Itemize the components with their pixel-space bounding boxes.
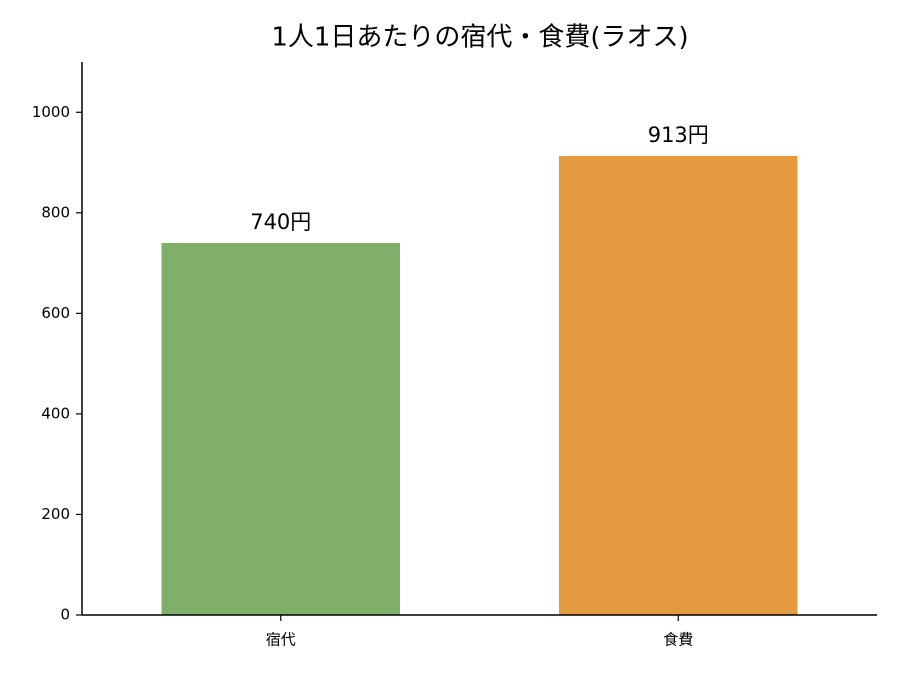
bar: [161, 242, 400, 615]
y-tick-label: 200: [41, 505, 70, 523]
y-tick-label: 0: [60, 606, 70, 624]
bar: [559, 156, 798, 615]
chart-title: 1人1日あたりの宿代・食費(ラオス): [271, 23, 688, 53]
y-tick-label: 600: [41, 304, 70, 322]
value-label: 913円: [648, 123, 709, 147]
x-tick-label: 食費: [663, 631, 693, 649]
y-tick-label: 400: [41, 404, 70, 422]
x-tick-label: 宿代: [266, 631, 296, 649]
y-tick-label: 1000: [32, 103, 70, 121]
value-label: 740円: [250, 210, 311, 234]
y-tick-label: 800: [41, 203, 70, 221]
